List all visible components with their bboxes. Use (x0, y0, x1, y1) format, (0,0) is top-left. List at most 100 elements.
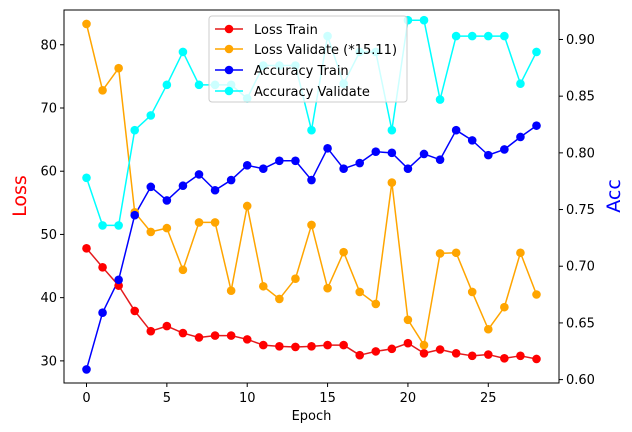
data-point-accuracy-validate (467, 31, 477, 41)
data-point-accuracy-train (532, 121, 541, 130)
data-point-accuracy-train (82, 365, 91, 374)
data-point-loss-train (98, 263, 107, 272)
data-point-accuracy-train (323, 144, 332, 153)
data-point-loss-validate-15-11 (435, 249, 445, 258)
legend-label: Accuracy Validate (254, 85, 370, 100)
data-point-accuracy-validate (130, 125, 140, 135)
data-point-loss-train (258, 340, 268, 350)
right-y-tick-label: 0.90 (566, 33, 595, 48)
data-point-accuracy-validate (194, 80, 204, 90)
data-point-accuracy-train (419, 149, 429, 159)
data-point-accuracy-train (226, 175, 236, 185)
data-point-loss-train (323, 340, 332, 350)
data-point-accuracy-train (387, 148, 397, 158)
x-tick-label: 15 (319, 391, 336, 406)
legend-marker (224, 24, 234, 34)
data-point-loss-train (307, 342, 316, 351)
legend-entry-accuracy-validate: Accuracy Validate (215, 85, 370, 100)
right-y-tick-label: 0.85 (566, 90, 595, 105)
right-y-tick-label: 0.65 (566, 316, 595, 331)
data-point-loss-validate-15-11 (226, 286, 236, 296)
data-point-accuracy-validate (387, 125, 397, 135)
data-point-accuracy-train (258, 164, 268, 174)
data-point-accuracy-train (162, 196, 172, 205)
data-point-accuracy-validate (114, 221, 123, 230)
data-point-accuracy-validate (483, 31, 493, 41)
data-point-loss-train (242, 335, 252, 344)
data-point-loss-train (210, 331, 220, 340)
data-point-accuracy-train (307, 175, 316, 185)
data-point-loss-validate-15-11 (307, 220, 316, 230)
data-point-accuracy-validate (162, 80, 172, 90)
data-point-loss-validate-15-11 (323, 283, 332, 293)
data-point-accuracy-train (194, 170, 204, 179)
data-point-accuracy-train (178, 181, 188, 191)
left-y-tick-label: 40 (40, 291, 57, 306)
data-point-loss-train (291, 342, 300, 352)
data-point-loss-train (130, 306, 140, 316)
data-point-loss-validate-15-11 (371, 299, 381, 309)
data-point-loss-validate-15-11 (98, 85, 107, 95)
data-point-loss-validate-15-11 (483, 324, 493, 334)
data-point-accuracy-train (516, 132, 525, 142)
data-point-loss-validate-15-11 (387, 178, 397, 187)
data-point-accuracy-train (435, 155, 445, 164)
data-point-loss-train (146, 326, 156, 336)
legend: Loss Train Loss Validate (*15.11) Accura… (208, 15, 408, 103)
data-point-accuracy-validate (500, 31, 509, 41)
data-point-loss-train (275, 342, 284, 351)
data-point-accuracy-validate (435, 95, 445, 104)
data-point-accuracy-train (98, 308, 107, 318)
right-y-tick-label: 0.60 (566, 373, 595, 388)
data-point-accuracy-validate (307, 125, 316, 135)
data-point-loss-validate-15-11 (210, 218, 220, 227)
data-point-accuracy-validate (82, 173, 91, 183)
data-point-loss-validate-15-11 (355, 287, 365, 297)
right-y-axis-title: Acc (603, 179, 625, 213)
data-point-loss-validate-15-11 (114, 63, 123, 73)
data-point-loss-validate-15-11 (419, 340, 429, 350)
data-point-loss-train (339, 340, 348, 350)
data-point-loss-validate-15-11 (242, 201, 252, 211)
legend-label: Loss Validate (*15.11) (254, 43, 397, 58)
legend-label: Accuracy Train (254, 64, 349, 79)
left-y-tick-label: 70 (40, 101, 57, 116)
data-point-accuracy-validate (98, 221, 107, 230)
legend-entry-accuracy-train: Accuracy Train (215, 64, 349, 79)
data-point-loss-train (500, 354, 509, 363)
x-tick-label: 25 (480, 391, 497, 406)
legend-entry-loss-train: Loss Train (215, 23, 318, 38)
legend-marker (224, 65, 234, 75)
data-point-accuracy-train (355, 158, 365, 168)
data-point-loss-train (532, 354, 541, 364)
data-point-loss-train (387, 344, 397, 354)
x-tick-label: 10 (239, 391, 256, 406)
data-point-loss-validate-15-11 (451, 248, 461, 258)
data-point-loss-train (178, 328, 188, 338)
data-point-loss-validate-15-11 (516, 248, 525, 258)
left-y-tick-label: 60 (40, 165, 57, 180)
data-point-accuracy-train (114, 275, 123, 285)
left-y-tick-label: 30 (40, 354, 57, 369)
data-point-loss-train (483, 350, 493, 359)
right-y-tick-label: 0.70 (566, 260, 595, 275)
legend-label: Loss Train (254, 23, 318, 38)
data-point-loss-validate-15-11 (82, 19, 91, 29)
left-y-tick-label: 80 (40, 38, 57, 53)
data-point-accuracy-validate (419, 15, 429, 25)
data-point-loss-train (419, 348, 429, 358)
data-point-accuracy-train (339, 164, 348, 174)
data-point-accuracy-train (467, 136, 477, 145)
x-tick-label: 5 (163, 391, 171, 406)
data-point-loss-train (451, 348, 461, 358)
data-point-accuracy-train (483, 150, 493, 160)
data-point-accuracy-validate (532, 47, 541, 57)
left-y-axis-title: Loss (9, 175, 31, 217)
x-axis-ticks: 0 5 10 15 20 25 (82, 383, 497, 406)
data-point-loss-validate-15-11 (467, 287, 477, 297)
data-point-accuracy-validate (451, 31, 461, 41)
data-point-loss-train (162, 321, 172, 331)
data-point-loss-train (467, 351, 477, 361)
data-point-accuracy-validate (146, 111, 156, 120)
